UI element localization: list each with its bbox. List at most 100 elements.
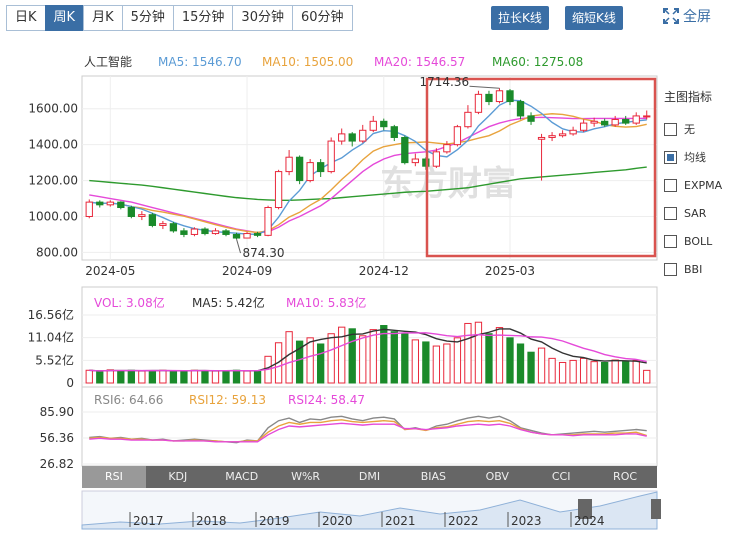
period-tab-3[interactable]: 5分钟 <box>121 5 174 31</box>
volume-bar <box>558 361 567 384</box>
indicator-option-1[interactable]: 均线 <box>664 143 722 171</box>
legend-vol: VOL: 3.08亿 <box>94 295 165 310</box>
period-tab-4[interactable]: 15分钟 <box>172 5 234 31</box>
candle <box>317 159 325 177</box>
stretch-kline-button[interactable]: 拉长K线 <box>491 6 549 30</box>
volume-bar <box>401 333 409 384</box>
annotation-label: 1714.36 <box>419 75 469 89</box>
x-tick-label: 2025-03 <box>485 264 535 278</box>
volume-bar <box>243 370 251 384</box>
legend-name: 人工智能 <box>84 54 132 69</box>
main-panel <box>81 75 658 261</box>
volume-bar <box>485 333 493 384</box>
indicator-option-label: SAR <box>684 206 707 220</box>
volume-bar <box>590 361 598 384</box>
volume-bar <box>96 371 104 384</box>
indicator-option-label: EXPMA <box>684 178 723 192</box>
candle <box>201 227 209 236</box>
checkbox-icon[interactable] <box>664 206 677 220</box>
candle <box>243 231 251 239</box>
annotation-arrow <box>469 85 500 89</box>
checkbox-icon[interactable] <box>664 262 677 276</box>
y-tick-label: 1600.00 <box>28 102 78 116</box>
indicator-option-5[interactable]: BBI <box>664 255 722 283</box>
candle <box>464 105 472 129</box>
volume-bar <box>106 369 114 384</box>
checkbox-icon[interactable] <box>664 150 677 164</box>
indicator-tab-bar <box>82 466 657 488</box>
period-tabs: 日K 周K 月K 5分钟 15分钟 30分钟 60分钟 <box>6 5 353 31</box>
candle <box>306 159 314 183</box>
candle <box>148 212 157 228</box>
fullscreen-button[interactable]: 全屏 <box>663 6 711 26</box>
checkbox-icon[interactable] <box>664 122 677 136</box>
volume-bar <box>180 370 188 384</box>
indicator-tab-bias[interactable]: BIAS <box>420 470 447 483</box>
candle <box>338 128 346 145</box>
volume-bar <box>222 370 230 384</box>
candle <box>548 132 556 142</box>
period-tab-5[interactable]: 30分钟 <box>232 5 293 31</box>
watermark: 东方财富 <box>380 164 516 204</box>
navigator-year-label: 2023 <box>511 514 542 528</box>
candle <box>590 117 598 127</box>
ma10-line <box>89 113 647 234</box>
candle <box>495 88 504 104</box>
candle <box>401 135 409 165</box>
shrink-kline-button[interactable]: 缩短K线 <box>565 6 623 30</box>
checkbox-icon[interactable] <box>664 178 677 192</box>
candle <box>138 211 146 221</box>
volume-bar <box>443 343 451 384</box>
checkbox-icon[interactable] <box>664 234 677 248</box>
period-tab-6[interactable]: 60分钟 <box>291 5 353 31</box>
candle <box>601 118 609 127</box>
annotation-arrow <box>236 238 241 254</box>
indicator-option-4[interactable]: BOLL <box>664 227 722 255</box>
period-tab-2[interactable]: 月K <box>83 5 123 31</box>
volume-bar <box>527 351 535 384</box>
candle <box>506 88 514 106</box>
period-tab-1[interactable]: 周K <box>44 5 85 31</box>
volume-bar <box>390 331 398 384</box>
indicator-tab-macd[interactable]: MACD <box>225 470 259 483</box>
volume-bar <box>117 370 125 384</box>
volume-bar <box>295 340 304 384</box>
volume-bar <box>411 339 419 384</box>
navigator-handle-left[interactable] <box>578 499 592 519</box>
indicator-tab-roc[interactable]: ROC <box>613 470 638 483</box>
indicator-tab-rsi[interactable]: RSI <box>82 466 146 488</box>
indicator-option-2[interactable]: EXPMA <box>664 171 722 199</box>
volume-bar <box>474 321 483 384</box>
candle <box>359 124 367 143</box>
volume-bar <box>348 328 356 384</box>
indicator-tab-cci[interactable]: CCI <box>551 470 571 483</box>
volume-bar <box>569 359 577 384</box>
y-tick-label: 1000.00 <box>28 209 78 223</box>
indicator-tab-dmi[interactable]: DMI <box>358 470 381 483</box>
legend-ma20: MA20: 1546.57 <box>374 55 465 69</box>
volume-bar <box>169 370 178 384</box>
indicator-option-3[interactable]: SAR <box>664 199 722 227</box>
volume-bar <box>464 322 472 384</box>
indicator-tab-obv[interactable]: OBV <box>485 470 509 483</box>
candle <box>327 137 335 174</box>
indicator-tab-wr[interactable]: W%R <box>291 470 321 483</box>
navigator-year-label: 2019 <box>259 514 290 528</box>
indicator-tab-kdj[interactable]: KDJ <box>168 470 188 483</box>
candle <box>569 126 577 136</box>
candle <box>285 150 293 176</box>
candle <box>211 228 220 235</box>
indicator-side-panel: 主图指标 无均线 EXPMA SAR BOLL BBI <box>664 88 722 283</box>
navigator-handle-right[interactable] <box>651 499 661 519</box>
annotation-label: 874.30 <box>243 246 285 260</box>
vol-ma10-line <box>89 332 647 372</box>
legend-ma60: MA60: 1275.08 <box>492 55 583 69</box>
indicator-option-0[interactable]: 无 <box>664 115 722 143</box>
volume-bar <box>495 327 504 384</box>
navigator-area <box>81 491 658 530</box>
period-tab-0[interactable]: 日K <box>6 5 46 31</box>
candle <box>432 148 441 168</box>
volume-bar <box>506 337 514 384</box>
volume-bar <box>306 337 314 384</box>
